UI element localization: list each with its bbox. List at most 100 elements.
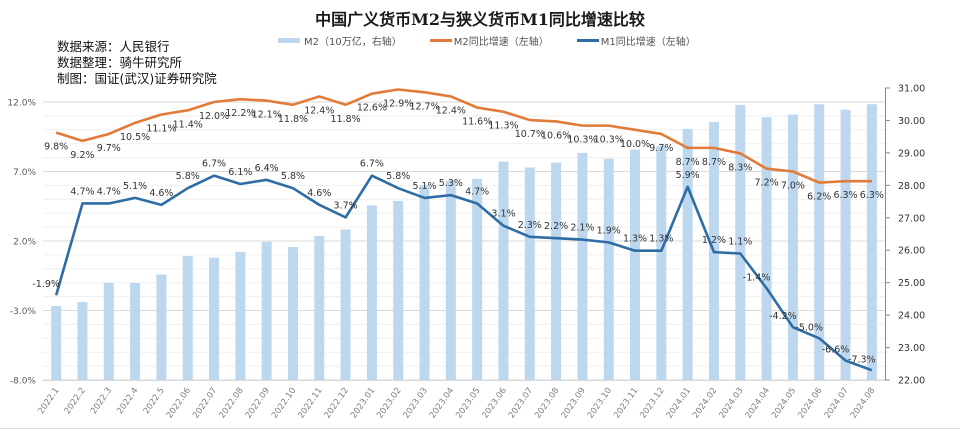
x-tick-label: 2022.3 bbox=[89, 386, 114, 416]
m2-growth-data-label: 8.7% bbox=[702, 157, 726, 168]
m2-bar bbox=[209, 257, 220, 380]
m2-growth-data-label: 12.1% bbox=[252, 110, 282, 121]
m2-bar bbox=[103, 282, 114, 380]
bottom-divider bbox=[0, 428, 960, 429]
data-compiler-note: 数据整理：骑牛研究所 bbox=[57, 55, 183, 70]
m2-bar bbox=[287, 246, 298, 380]
x-tick-label: 2022.12 bbox=[323, 386, 351, 421]
data-labels: 9.8%9.2%9.7%10.5%11.1%11.4%12.0%12.2%12.… bbox=[32, 98, 884, 365]
m2-growth-data-label: 10.6% bbox=[541, 130, 571, 141]
m1-growth-data-label: 4.7% bbox=[97, 186, 121, 197]
m2-growth-data-label: 9.7% bbox=[97, 143, 121, 154]
right-axis-tick-label: 22.00 bbox=[898, 376, 925, 387]
legend-label: M1同比增速（左轴） bbox=[600, 37, 696, 48]
left-axis-tick-label: 12.0% bbox=[7, 99, 36, 109]
m2-bar bbox=[340, 229, 351, 380]
legend-item-m1-line: M1同比增速（左轴） bbox=[576, 33, 696, 48]
x-tick-label: 2023.03 bbox=[402, 386, 430, 421]
m2-growth-data-label: 11.4% bbox=[173, 119, 203, 130]
m2-growth-data-label: 12.4% bbox=[304, 105, 334, 116]
legend-label: M2（10万亿，右轴） bbox=[304, 37, 402, 48]
m2-bar bbox=[393, 200, 404, 380]
m1-growth-data-label: 2.2% bbox=[544, 221, 568, 232]
m2-bar bbox=[51, 306, 62, 380]
x-tick-label: 2022.11 bbox=[296, 386, 324, 421]
m2-growth-data-label: 12.4% bbox=[436, 105, 466, 116]
m2-bar bbox=[156, 274, 167, 380]
m2-growth-data-label: 12.6% bbox=[357, 103, 387, 114]
m2-growth-data-label: 11.1% bbox=[146, 124, 176, 135]
m2-growth-data-label: 11.6% bbox=[462, 117, 492, 128]
m1-growth-data-label: 6.4% bbox=[255, 163, 279, 174]
m2-bar bbox=[419, 185, 430, 380]
x-tick-label: 2022.09 bbox=[244, 386, 272, 421]
m1-growth-data-label: 1.3% bbox=[623, 234, 647, 245]
legend-item-m2-line: M2同比增速（左轴） bbox=[429, 33, 549, 48]
m1-growth-data-label: 4.7% bbox=[465, 186, 489, 197]
m1-growth-data-label: 3.7% bbox=[334, 200, 358, 211]
m2-bar bbox=[866, 104, 877, 380]
m2-growth-data-label: 6.3% bbox=[860, 190, 884, 201]
legend-swatch-line bbox=[576, 39, 599, 42]
m2-bars bbox=[51, 104, 877, 381]
m2-growth-data-label: 8.3% bbox=[728, 162, 752, 173]
m2-bar bbox=[182, 256, 193, 380]
legend-swatch-line bbox=[429, 39, 452, 42]
right-axis-tick-label: 30.00 bbox=[898, 116, 925, 127]
x-tick-label: 2023.02 bbox=[375, 386, 403, 421]
x-tick-label: 2022.06 bbox=[165, 386, 193, 421]
chart-legend: M2（10万亿，右轴） M2同比增速（左轴） M1同比增速（左轴） bbox=[278, 33, 724, 48]
x-tick-label: 2023.10 bbox=[586, 386, 614, 421]
m1-growth-data-label: -6.6% bbox=[822, 345, 850, 356]
x-tick-label: 2023.12 bbox=[638, 386, 666, 421]
m2-bar bbox=[261, 241, 272, 380]
m2-bar bbox=[551, 162, 562, 380]
m1-growth-line bbox=[54, 174, 873, 372]
m1-growth-data-label: 1.1% bbox=[728, 237, 752, 248]
m1-growth-data-label: 6.7% bbox=[360, 159, 384, 170]
legend-item-m2-bar: M2（10万亿，右轴） bbox=[278, 33, 402, 48]
m2-growth-data-label: 6.3% bbox=[833, 190, 857, 201]
x-tick-label: 2024.08 bbox=[849, 386, 877, 421]
right-axis-tick-label: 29.00 bbox=[898, 148, 925, 159]
m2-growth-data-label: 12.9% bbox=[383, 98, 413, 109]
m2-growth-data-label: 8.7% bbox=[676, 157, 700, 168]
chart-title: 中国广义货币M2与狭义货币M1同比增速比较 bbox=[315, 10, 645, 29]
x-tick-label: 2023.11 bbox=[612, 386, 640, 421]
m1-growth-data-label: -5.0% bbox=[795, 322, 823, 333]
m2-bar bbox=[445, 180, 456, 380]
left-axis-tick-label: -3.0% bbox=[10, 307, 37, 317]
x-tick-label: 2022.07 bbox=[191, 386, 219, 421]
m2-growth-data-label: 12.2% bbox=[225, 108, 255, 119]
m2-growth-data-label: 9.8% bbox=[44, 142, 68, 153]
m2-bar bbox=[472, 178, 483, 380]
m2-bar bbox=[630, 149, 641, 380]
m2-bar bbox=[840, 109, 851, 380]
m2-bar bbox=[603, 158, 614, 380]
m2-bar bbox=[130, 282, 141, 380]
legend-swatch-bar bbox=[278, 38, 300, 43]
x-tick-label: 2023.09 bbox=[560, 386, 588, 421]
m1-growth-data-label: 5.3% bbox=[439, 178, 463, 189]
right-axis-tick-label: 23.00 bbox=[898, 343, 925, 354]
x-tick-label: 2022.1 bbox=[36, 386, 61, 416]
m2-bar bbox=[814, 104, 825, 380]
m1-growth-data-label: 4.7% bbox=[70, 186, 94, 197]
m2-growth-line bbox=[55, 88, 872, 184]
m1-growth-data-label: 1.2% bbox=[702, 235, 726, 246]
x-tick-label: 2024.05 bbox=[770, 386, 798, 421]
m2-growth-data-label: 10.3% bbox=[567, 135, 597, 146]
legend-label: M2同比增速（左轴） bbox=[453, 37, 549, 48]
m1-growth-data-label: 5.8% bbox=[386, 171, 410, 182]
m2-bar bbox=[498, 161, 509, 380]
m1-growth-data-label: 5.8% bbox=[176, 171, 200, 182]
left-axis-tick-label: 7.0% bbox=[13, 168, 36, 178]
m1-growth-data-label: 4.6% bbox=[307, 188, 331, 199]
m1-growth-data-label: -4.2% bbox=[769, 311, 797, 322]
x-tick-label: 2024.07 bbox=[823, 386, 851, 421]
x-tick-label: 2023.04 bbox=[428, 386, 456, 421]
m1-growth-data-label: -1.9% bbox=[32, 279, 60, 290]
m2-bar bbox=[787, 114, 798, 381]
chart-maker-note: 制图：国证(武汉)证券研究院 bbox=[57, 71, 217, 86]
